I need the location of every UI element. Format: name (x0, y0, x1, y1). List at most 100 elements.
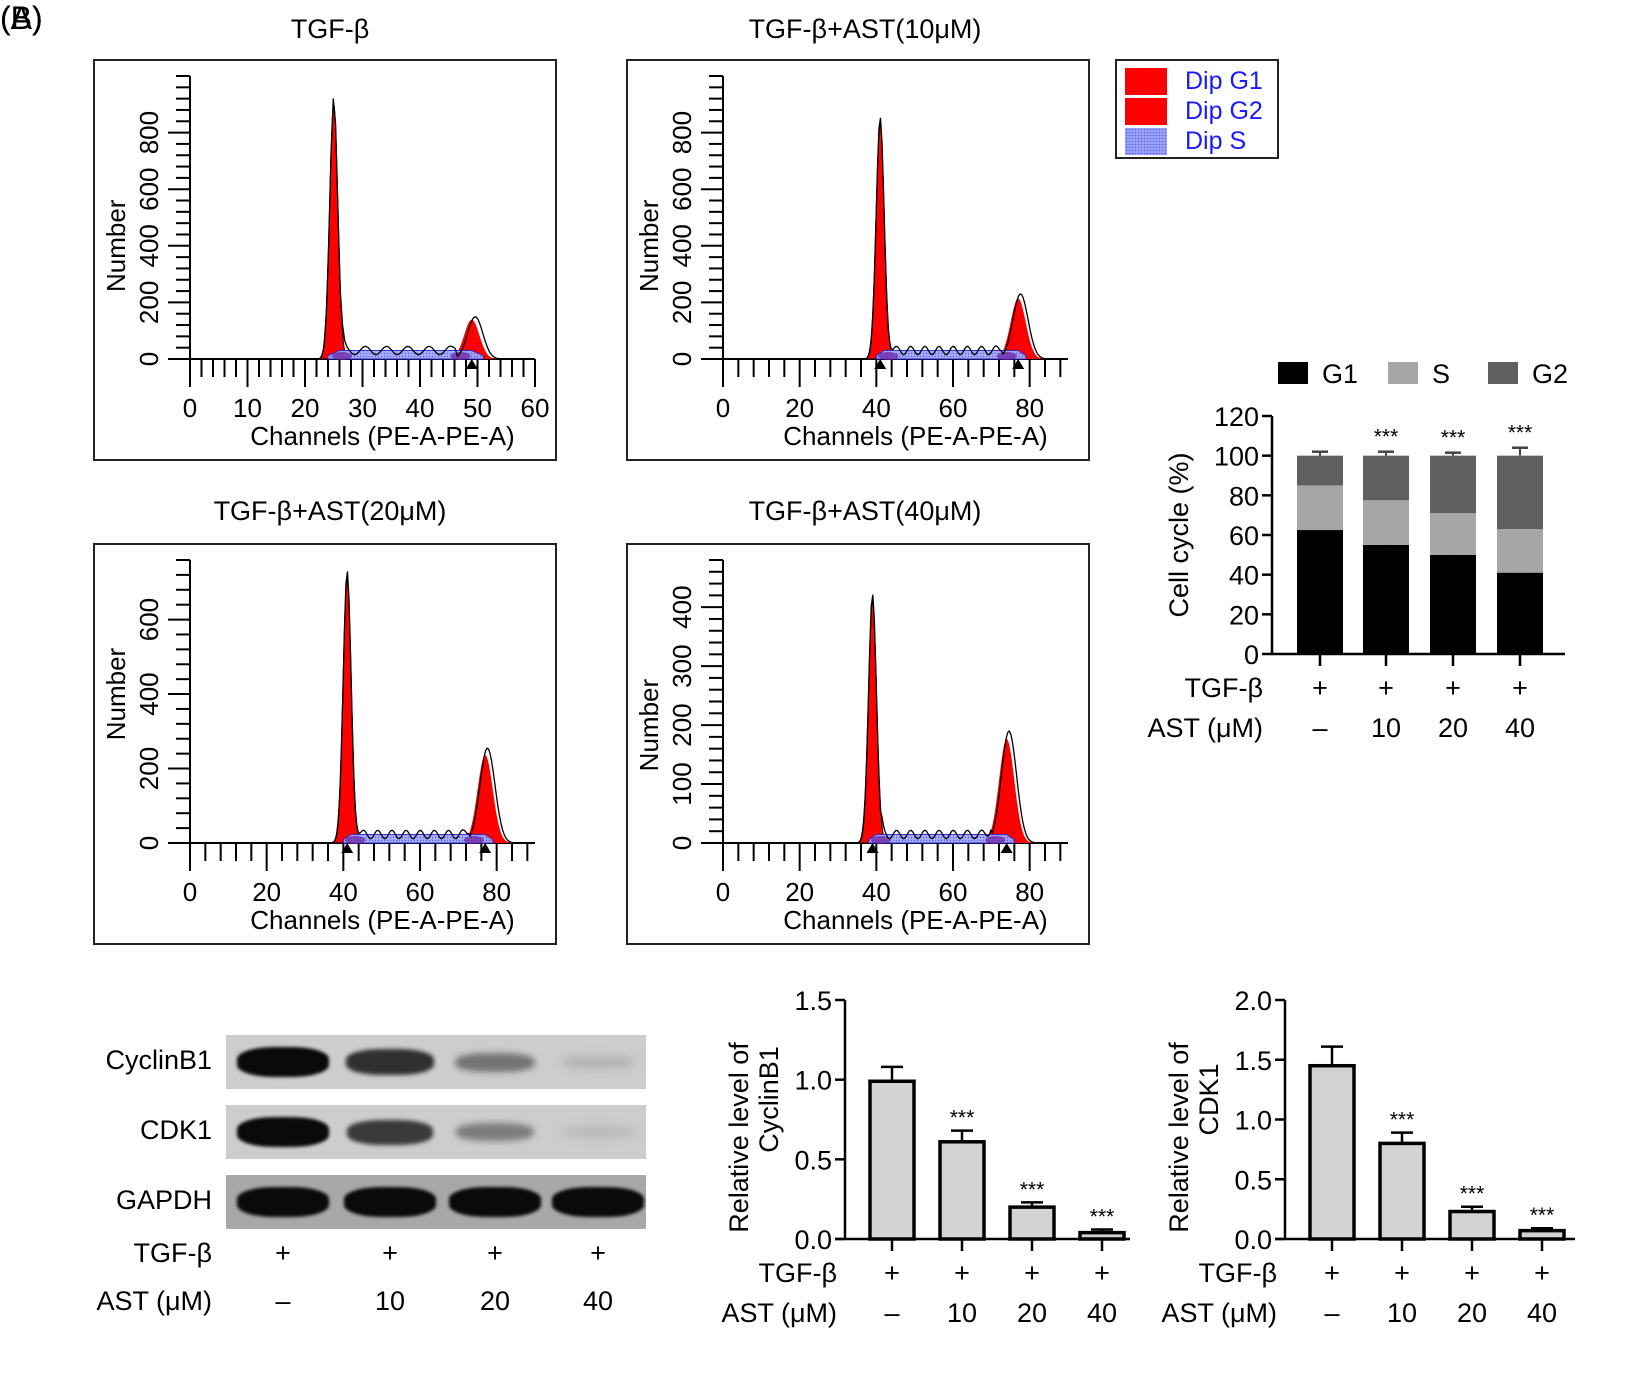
g2-peak (445, 319, 499, 359)
x-tick-label: 80 (482, 877, 511, 907)
y-tick-label: 80 (1229, 481, 1259, 511)
condition-value: 40 (1087, 1298, 1117, 1328)
y-tick-label: 1.0 (794, 1066, 832, 1096)
y-tick-label: 0.0 (1234, 1225, 1272, 1255)
histogram-title: TGF-β+AST(20μM) (213, 496, 447, 526)
significance-marker: *** (950, 1107, 975, 1130)
blot-strip-gapdh (226, 1175, 646, 1229)
legend-label: G1 (1322, 359, 1358, 389)
peak-marker-icon (866, 843, 879, 853)
condition-value: 10 (1387, 1298, 1417, 1328)
condition-value: 20 (1017, 1298, 1047, 1328)
y-tick-label: 1.5 (794, 986, 832, 1016)
x-axis-title: Channels (PE-A-PE-A) (783, 905, 1047, 935)
significance-marker: *** (1090, 1205, 1115, 1228)
y-axis-title: Relative level of (1164, 1042, 1194, 1233)
histogram-title: TGF-β (290, 14, 370, 44)
g1-peak (330, 578, 365, 844)
peak-marker-icon (874, 359, 887, 369)
condition-label: TGF-β (133, 1238, 212, 1268)
bar (938, 1140, 986, 1241)
bar (1308, 1063, 1356, 1241)
s-phase-overlap (996, 352, 1017, 360)
bar (1008, 1205, 1056, 1241)
y-tick-label: 400 (134, 224, 164, 267)
condition-value: + (1534, 1258, 1550, 1288)
y-tick-label: 200 (134, 281, 164, 324)
condition-value: 20 (1438, 713, 1468, 743)
condition-value: + (590, 1238, 606, 1268)
x-tick-label: 60 (521, 393, 550, 423)
s-phase-overlap (450, 352, 471, 360)
s-phase-overlap (878, 352, 899, 360)
blot-band (455, 1052, 535, 1072)
condition-value: + (884, 1258, 900, 1288)
blot-band-label: CDK1 (139, 1115, 212, 1145)
y-tick-label: 0 (667, 836, 697, 850)
y-tick-label: 60 (1229, 521, 1259, 551)
condition-value: 40 (1505, 713, 1535, 743)
bar (1518, 1228, 1566, 1241)
bar-segment-s (1297, 485, 1343, 531)
condition-label: AST (μM) (1161, 1298, 1277, 1328)
y-tick-label: 100 (1214, 442, 1259, 472)
legend-label: Dip G2 (1185, 96, 1263, 125)
x-axis-title: Channels (PE-A-PE-A) (250, 421, 514, 451)
blot-band (562, 1126, 634, 1138)
y-axis-title: CDK1 (1194, 1063, 1224, 1135)
y-axis-title: Number (101, 199, 131, 292)
y-tick-label: 0.5 (794, 1145, 832, 1175)
y-tick-label: 0.5 (1234, 1165, 1272, 1195)
y-tick-label: 600 (667, 168, 697, 211)
bar (1378, 1141, 1426, 1241)
s-phase-overlap (985, 836, 1006, 844)
significance-marker: *** (1530, 1204, 1555, 1227)
blot-band (552, 1187, 644, 1217)
y-axis-title: Number (634, 199, 664, 292)
x-tick-label: 80 (1015, 877, 1044, 907)
y-tick-label: 0.0 (794, 1225, 832, 1255)
significance-marker: *** (1390, 1109, 1415, 1132)
legend-swatch (1125, 67, 1167, 95)
condition-value: + (1394, 1258, 1410, 1288)
y-tick-label: 1.5 (1234, 1046, 1272, 1076)
x-tick-label: 20 (291, 393, 320, 423)
peak-marker-icon (1000, 843, 1013, 853)
condition-value: 10 (947, 1298, 977, 1328)
y-tick-label: 20 (1229, 600, 1259, 630)
y-tick-label: 300 (667, 644, 697, 687)
blot-band (346, 1049, 434, 1075)
peak-marker-icon (465, 359, 478, 369)
x-tick-label: 60 (939, 393, 968, 423)
y-axis-title: Number (634, 679, 664, 772)
legend-swatch (1488, 362, 1518, 384)
bar-segment-g1 (1297, 530, 1343, 654)
condition-label: AST (μM) (96, 1286, 212, 1316)
condition-value: + (1512, 673, 1528, 703)
condition-value: 10 (1371, 713, 1401, 743)
condition-value: + (1094, 1258, 1110, 1288)
blot-strip-cdk1 (226, 1105, 646, 1159)
blot-band (455, 1123, 535, 1141)
g2-peak (980, 738, 1034, 843)
blot-band (561, 1055, 635, 1069)
x-tick-label: 20 (785, 393, 814, 423)
bar-segment-g2 (1297, 455, 1343, 486)
legend-item: Dip G2 (1125, 97, 1263, 125)
condition-value: 20 (479, 1286, 511, 1316)
y-tick-label: 400 (134, 672, 164, 715)
y-tick-label: 800 (667, 111, 697, 154)
legend-label: Dip G1 (1185, 66, 1263, 95)
y-tick-label: 120 (1214, 402, 1259, 432)
bar (1448, 1209, 1496, 1241)
bar-segment-s (1363, 500, 1409, 545)
x-tick-label: 0 (183, 393, 197, 423)
y-axis-title: Cell cycle (%) (1164, 452, 1194, 617)
legend-swatch (1388, 362, 1418, 384)
blot-band-label: CyclinB1 (105, 1045, 212, 1075)
bar-segment-g2 (1430, 455, 1476, 514)
significance-marker: *** (1508, 422, 1533, 445)
legend-item: Dip S (1125, 127, 1246, 155)
